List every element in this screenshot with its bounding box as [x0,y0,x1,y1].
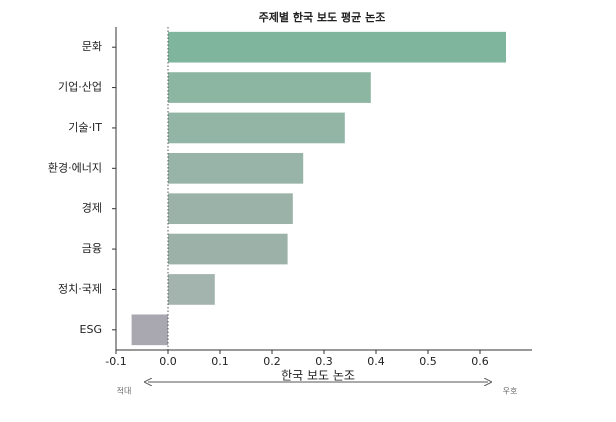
y-tick-label: 기술·IT [68,121,102,134]
x-tick-label: 0.1 [211,355,229,368]
x-tick-label: 0.6 [471,355,489,368]
bar [168,274,215,305]
y-tick-label: ESG [80,323,102,336]
y-tick-label: 기업·산업 [58,81,102,94]
y-tick-label: 문화 [82,40,102,53]
chart-title: 주제별 한국 보도 평균 논조 [259,10,386,24]
bar [168,31,506,63]
x-tick-label: -0.1 [105,355,126,368]
bar [131,314,168,346]
y-tick-label: 정치·국제 [58,282,102,295]
bar [168,152,304,184]
y-tick-label: 환경·에너지 [48,161,102,174]
x-tick-label: 0.3 [315,355,333,368]
bar [168,72,371,103]
x-axis-label: 한국 보도 논조 [281,369,355,383]
annotation-left: 적대 [117,386,132,396]
y-tick-label: 금융 [82,242,102,255]
bar [168,233,288,265]
bar [168,193,293,225]
x-tick-label: 0.5 [419,355,437,368]
x-tick-label: 0.4 [367,355,385,368]
annotation-right: 우호 [503,387,518,396]
y-tick-label: 경제 [82,202,102,215]
bar [168,112,345,144]
x-tick-label: 0.0 [159,355,177,368]
x-tick-label: 0.2 [263,355,281,368]
